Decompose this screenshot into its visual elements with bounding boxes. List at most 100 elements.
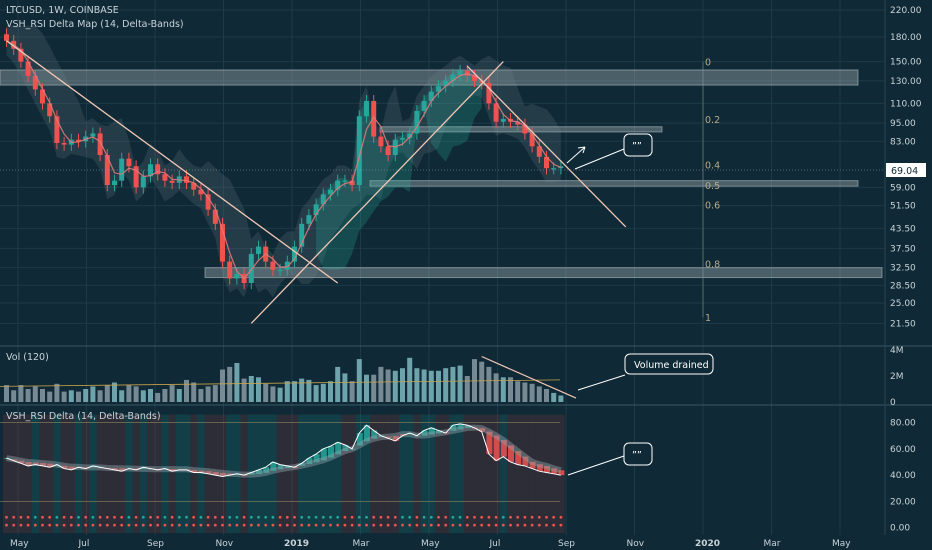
rsi-signal-dot <box>127 515 131 519</box>
candle[interactable] <box>407 127 413 145</box>
candle[interactable] <box>414 105 420 140</box>
candle[interactable] <box>479 74 485 90</box>
candle[interactable] <box>169 174 175 190</box>
bull-cloud <box>316 68 482 270</box>
candle[interactable] <box>148 158 153 183</box>
candle[interactable] <box>320 188 326 211</box>
rsi-background-column <box>269 414 277 533</box>
candle[interactable] <box>457 64 463 82</box>
price-tick-label: 37.50 <box>890 244 916 254</box>
volume-bar <box>227 366 233 402</box>
candle[interactable] <box>385 140 391 162</box>
candle[interactable] <box>126 152 132 173</box>
price-candles[interactable] <box>4 28 564 290</box>
rsi-signal-dot <box>163 523 167 527</box>
candle[interactable] <box>54 110 60 150</box>
candle[interactable] <box>313 198 319 222</box>
candle[interactable] <box>220 217 225 268</box>
candle[interactable] <box>378 130 384 153</box>
volume-bar <box>198 389 204 402</box>
candle[interactable] <box>486 77 492 110</box>
volume-trendline[interactable] <box>481 355 577 399</box>
candle[interactable] <box>198 183 204 201</box>
candle[interactable] <box>191 176 197 196</box>
candle[interactable] <box>328 183 333 201</box>
price-zone[interactable] <box>204 267 883 279</box>
candle[interactable] <box>284 255 290 276</box>
candle[interactable] <box>248 247 254 290</box>
candle[interactable] <box>140 170 146 194</box>
time-axis[interactable]: May Jul Sep Nov 2019 Mar May Jul Sep Nov 2020 Mar Ma… <box>10 539 851 549</box>
candle[interactable] <box>277 263 283 276</box>
rsi-signal-dot <box>401 515 404 519</box>
rsi-delta-bar <box>349 448 356 450</box>
rsi-delta-bar <box>522 456 529 466</box>
rsi-tick-label: 20.00 <box>890 497 916 507</box>
rsi-delta-bar <box>256 469 262 475</box>
candle[interactable] <box>133 160 139 194</box>
candle[interactable] <box>371 95 377 143</box>
rsi-signal-dot <box>242 515 246 519</box>
candle[interactable] <box>18 42 24 68</box>
candle[interactable] <box>90 127 96 143</box>
candle[interactable] <box>299 217 305 253</box>
rsi-background-column <box>168 414 176 533</box>
candle[interactable] <box>436 80 441 98</box>
trendline[interactable] <box>466 65 627 228</box>
rsi-signal-dot <box>437 523 440 527</box>
rsi-signal-dot <box>336 523 340 527</box>
price-zone[interactable] <box>369 180 859 187</box>
rsi-delta-bar <box>292 467 298 469</box>
candle[interactable] <box>349 174 355 192</box>
trendline[interactable] <box>6 40 339 284</box>
rsi-callout[interactable]: ”” <box>567 442 653 476</box>
volume-bar <box>83 389 89 402</box>
candle[interactable] <box>306 209 312 231</box>
candle[interactable] <box>500 113 506 128</box>
candle[interactable] <box>119 152 125 187</box>
candle[interactable] <box>443 74 449 93</box>
volume-bar <box>551 392 557 402</box>
rsi-signal-dot <box>257 515 260 519</box>
candle[interactable] <box>364 95 369 123</box>
candle[interactable] <box>544 150 549 175</box>
volume-callout[interactable]: Volume drained <box>577 353 714 391</box>
rsi-signal-dot <box>343 523 347 527</box>
candle[interactable] <box>4 28 9 48</box>
candle[interactable] <box>292 240 297 268</box>
candle[interactable] <box>162 168 168 187</box>
candle[interactable] <box>97 127 103 162</box>
rsi-signal-dot <box>264 515 268 519</box>
rsi-signal-dot <box>480 515 484 519</box>
candle[interactable] <box>356 110 362 192</box>
candle[interactable] <box>428 85 434 108</box>
candle[interactable] <box>155 158 161 181</box>
rsi-signal-dot <box>62 523 66 527</box>
candle[interactable] <box>342 174 348 187</box>
candle[interactable] <box>205 188 211 216</box>
rsi-signal-dot <box>444 515 448 519</box>
candle[interactable] <box>515 115 521 131</box>
price-axis[interactable]: 220.00 180.00 150.00 130.00 110.00 95.00 83.00… <box>890 6 922 329</box>
candle[interactable] <box>227 255 233 285</box>
candle[interactable] <box>76 133 81 148</box>
price-zone[interactable] <box>379 126 663 133</box>
trendlines[interactable] <box>6 40 627 324</box>
last-price-value: 69.04 <box>891 166 918 177</box>
candle[interactable] <box>335 174 341 196</box>
candle[interactable] <box>25 55 31 83</box>
trendline[interactable] <box>250 61 504 324</box>
candle[interactable] <box>522 118 528 140</box>
rsi-delta-bar <box>536 464 543 472</box>
volume-bar <box>40 389 45 402</box>
price-zone[interactable] <box>0 69 859 86</box>
candle[interactable] <box>184 170 189 190</box>
rsi-signal-dot <box>336 515 340 519</box>
candle[interactable] <box>450 68 456 88</box>
candle[interactable] <box>112 174 117 192</box>
candle[interactable] <box>256 240 261 261</box>
price-callout[interactable]: ”” <box>566 133 653 170</box>
candle[interactable] <box>61 137 67 151</box>
rsi-tick-label: 80.00 <box>890 419 916 429</box>
